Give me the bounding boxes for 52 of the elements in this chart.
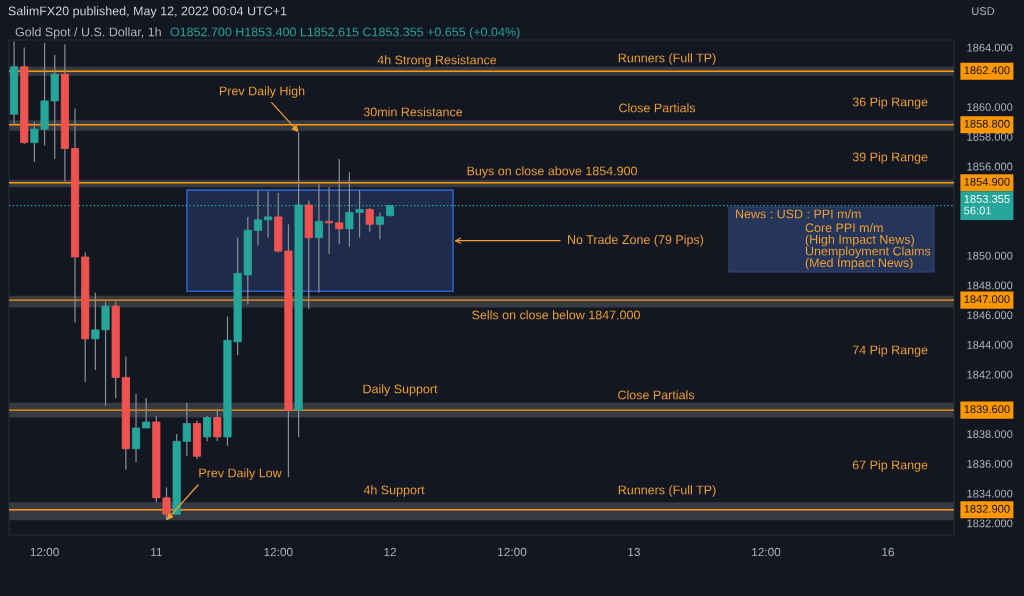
y-tick-label: 1834.000 bbox=[967, 489, 1013, 498]
annotation: News : USD : PPI m/m Core PPI m/m (High Impact News) Unemployment Claims (Med Impact News) bbox=[736, 209, 931, 270]
text: O1852.700 H1853.400 L1852.615 C1853.355 +0.655 (+0.04%) bbox=[170, 27, 520, 39]
x-tick-label: 11 bbox=[151, 547, 162, 557]
y-tick-label: 1860.000 bbox=[967, 103, 1013, 112]
candlestick bbox=[131, 393, 141, 463]
y-axis-title: USD bbox=[972, 7, 995, 15]
chart-title: Gold Spot / U.S. Dollar, 1h bbox=[15, 27, 161, 39]
annotation: Close Partials bbox=[619, 103, 696, 113]
ref-line-label: 1832.900 bbox=[964, 504, 1010, 513]
ref-line-label: 1847.000 bbox=[964, 295, 1010, 304]
annotation: 67 Pip Range bbox=[852, 460, 928, 472]
annotation: 74 Pip Range bbox=[852, 345, 928, 357]
text: SalimFX20 published, May 12, 2022 00:04 UTC+1 bbox=[8, 6, 287, 18]
y-tick-label: 1850.000 bbox=[967, 251, 1013, 260]
x-tick-label: 12:00 bbox=[498, 547, 527, 557]
annotation: 4h Strong Resistance bbox=[377, 55, 497, 67]
ref-line-label: 1862.400 bbox=[964, 66, 1010, 75]
annotation: Runners (Full TP) bbox=[618, 53, 716, 65]
annotation: Sells on close below 1847.000 bbox=[472, 310, 640, 320]
ref-line-label: 1839.600 bbox=[964, 405, 1010, 414]
annotation: Prev Daily Low bbox=[199, 468, 282, 480]
annotation: 36 Pip Range bbox=[852, 97, 928, 109]
candlestick bbox=[314, 184, 323, 293]
y-tick-label: 1842.000 bbox=[967, 370, 1013, 379]
x-tick-label: 13 bbox=[628, 547, 640, 557]
band-label: No Trade Zone (79 Pips) bbox=[568, 234, 704, 247]
annotation: Close Partials bbox=[618, 390, 695, 400]
y-tick-label: 1848.000 bbox=[967, 281, 1013, 290]
x-tick-label: 12 bbox=[384, 547, 397, 557]
y-tick-label: 1838.000 bbox=[967, 430, 1013, 439]
y-tick-label: 1858.000 bbox=[967, 132, 1013, 141]
annotation: 30min Resistance bbox=[363, 107, 463, 117]
x-tick-label: 12:00 bbox=[30, 547, 59, 557]
annotation: Prev Daily High bbox=[219, 86, 305, 98]
y-tick-label: 1844.000 bbox=[967, 341, 1013, 349]
x-tick-label: 12:00 bbox=[264, 547, 293, 557]
y-tick-label: 1832.000 bbox=[967, 519, 1013, 528]
y-tick-label: 1846.000 bbox=[967, 311, 1013, 320]
annotation: Buys on close above 1854.900 bbox=[467, 166, 637, 178]
ref-line-label: 1854.900 bbox=[964, 177, 1010, 186]
x-tick-label: 12:00 bbox=[752, 547, 781, 557]
y-tick-label: 1864.000 bbox=[967, 43, 1013, 52]
annotation: 4h Support bbox=[363, 485, 425, 497]
y-tick-label: 1836.000 bbox=[967, 459, 1013, 468]
annotation: Runners (Full TP) bbox=[618, 485, 716, 497]
x-tick-label: 16 bbox=[882, 547, 894, 557]
y-tick-label: 1856.000 bbox=[967, 162, 1013, 171]
ref-line-label: 1858.800 bbox=[964, 119, 1010, 128]
ref-line-label: 1853.355 56:01 bbox=[964, 195, 1010, 215]
annotation: Daily Support bbox=[363, 384, 438, 396]
annotation: 39 Pip Range bbox=[852, 152, 928, 164]
